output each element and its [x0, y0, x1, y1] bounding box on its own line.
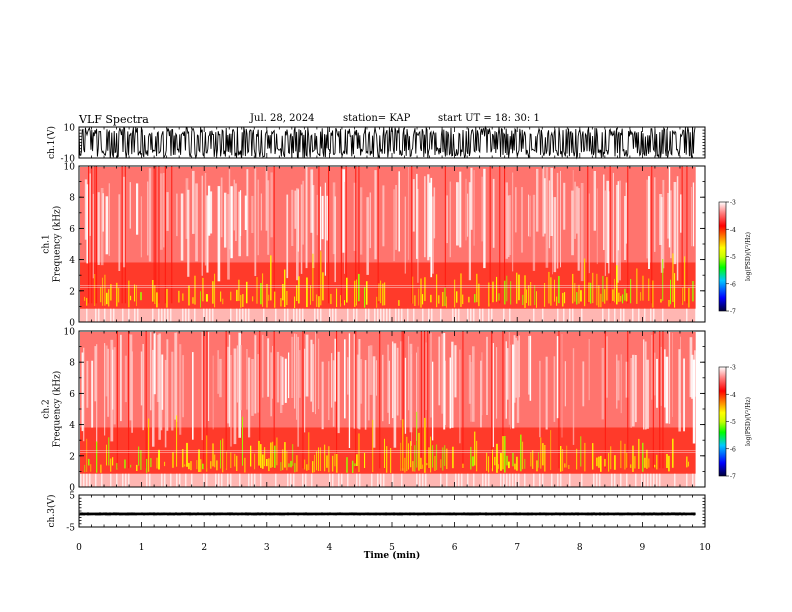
x-tick-label-10: 10 — [699, 543, 711, 553]
ch2-colorbar-tick-2: -5 — [730, 419, 736, 426]
date-label: Jul. 28, 2024 — [250, 113, 315, 124]
ch1-waveform-trace — [78, 125, 696, 160]
ch2-colorbar-tick-0: -3 — [730, 365, 736, 372]
ch2-spec-ylabel-line-0: ch.2 — [42, 399, 52, 418]
ch1-wave-ytick-0: 10 — [64, 124, 76, 134]
start-time-label: start UT = 18: 30: 1 — [438, 113, 540, 124]
ch2-spectrogram-image-low-band — [80, 473, 696, 487]
ch2-spec-ytick-0: 0 — [69, 484, 75, 494]
ch2-colorbar-tick-3: -6 — [730, 446, 736, 453]
ch1-spec-ylabel-line-1: Frequency (kHz) — [52, 206, 63, 283]
ch1-colorbar-tick-0: -3 — [730, 200, 736, 207]
x-tick-label-3: 3 — [264, 543, 270, 553]
ch1-wave-ylabel: ch.1(V) — [46, 126, 57, 159]
ch1-spec-ytick-0: 0 — [69, 319, 75, 329]
x-tick-label-6: 6 — [452, 543, 458, 553]
x-axis-title: Time (min) — [364, 550, 421, 561]
ch2-colorbar — [718, 366, 727, 477]
ch1-spec-ylabel-line-0: ch.1 — [42, 234, 52, 253]
ch1-spectrogram-image-low-band — [80, 308, 696, 322]
ch2-colorbar-label: log(PSD)(V²/Hz) — [745, 397, 752, 446]
ch2-spec-ytick-2: 4 — [69, 421, 75, 431]
ch1-spec-ytick-5: 10 — [64, 163, 76, 173]
ch2-spec-ytick-3: 6 — [69, 390, 75, 400]
ch1-colorbar-label: log(PSD)(V²/Hz) — [745, 232, 752, 281]
x-tick-label-1: 1 — [139, 543, 145, 553]
x-tick-label-2: 2 — [201, 543, 207, 553]
ch2-spec-ytick-4: 8 — [69, 359, 75, 369]
ch2-colorbar-tick-1: -4 — [730, 392, 736, 399]
ch1-spec-ytick-2: 4 — [69, 256, 75, 266]
ch1-spectrogram-image — [80, 166, 697, 322]
ch1-wave-ytick-1: -10 — [61, 155, 76, 165]
ch2-spectrogram-image — [80, 331, 697, 487]
ch1-colorbar — [718, 201, 727, 312]
x-tick-label-5: 5 — [389, 543, 395, 553]
ch1-spec-ytick-4: 8 — [69, 194, 75, 204]
ch1-spec-ytick-3: 6 — [69, 225, 75, 235]
ch1-colorbar-tick-3: -6 — [730, 281, 736, 288]
plot-data-layer — [78, 125, 697, 517]
x-tick-label-8: 8 — [577, 543, 583, 553]
ch2-spec-ytick-5: 10 — [64, 328, 76, 338]
chart-title: VLF Spectra — [79, 113, 149, 126]
x-tick-label-0: 0 — [76, 543, 82, 553]
x-tick-label-4: 4 — [327, 543, 333, 553]
ch1-colorbar-tick-1: -4 — [730, 227, 736, 234]
ch2-spec-ytick-1: 2 — [69, 452, 75, 462]
ch1-spec-ytick-1: 2 — [69, 287, 75, 297]
ch3-wave-ylabel: ch.3(V) — [46, 495, 57, 528]
ch2-spec-ylabel-line-1: Frequency (kHz) — [52, 371, 63, 448]
ch1-colorbar-tick-4: -7 — [730, 309, 736, 316]
ch1-colorbar-tick-2: -5 — [730, 254, 736, 261]
ch2-colorbar-tick-4: -7 — [730, 474, 736, 481]
station-label: station= KAP — [343, 113, 411, 124]
ch3-wave-ytick-1: -5 — [66, 524, 75, 534]
ch3-wave-ytick-0: 5 — [69, 492, 75, 502]
x-tick-label-9: 9 — [640, 543, 646, 553]
x-tick-label-7: 7 — [514, 543, 520, 553]
